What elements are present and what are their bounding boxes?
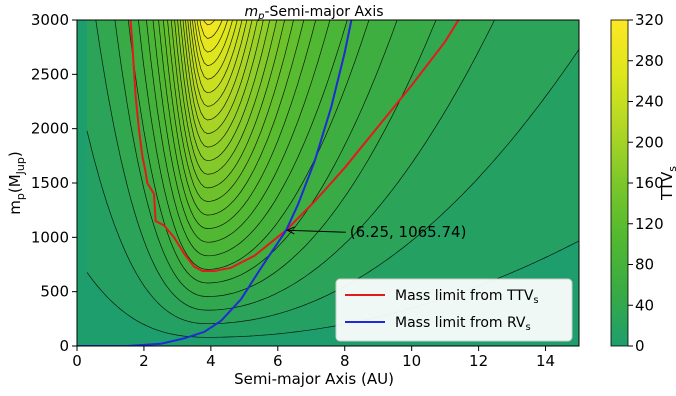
colorbar-tick-label: 40 [635, 296, 654, 314]
contour-band [199, 20, 223, 39]
x-tick-label: 0 [72, 352, 82, 370]
colorbar-tick-label: 0 [635, 337, 645, 355]
x-tick-label: 2 [139, 352, 149, 370]
contour-lines [86, 20, 579, 338]
colorbar: 0 40 80 120 160 200 240 280 320 TTVs [610, 11, 676, 355]
colorbar-tick-label: 120 [635, 215, 664, 233]
x-tick-label: 10 [402, 352, 421, 370]
annotation-text: (6.25, 1065.74) [350, 223, 467, 241]
x-tick-label: 8 [340, 352, 350, 370]
contour-level-line [162, 20, 305, 216]
series-lines [77, 20, 460, 346]
colorbar-tick-label: 280 [635, 52, 664, 70]
y-tick-label: 500 [40, 283, 69, 301]
y-axis-label: mp(MJup) [6, 151, 27, 214]
y-tick-label: 0 [59, 337, 69, 355]
annotation: (6.25, 1065.74) [286, 223, 467, 241]
chart-title: mp-Semi-major Axis [244, 4, 383, 22]
y-tick-label: 1500 [31, 174, 69, 192]
contour-level-line [158, 20, 317, 229]
colorbar-tick-label: 80 [635, 256, 654, 274]
contour-level-line [146, 20, 348, 257]
contour-level-line [152, 20, 331, 243]
colorbar-tick-label: 320 [635, 11, 664, 29]
contour-level-line [86, 49, 579, 325]
contour-level-line [138, 20, 370, 270]
colorbar-label: TTVs [658, 166, 676, 201]
contour-level-line [95, 20, 495, 311]
x-tick-label: 6 [273, 352, 283, 370]
legend-entry-rv: Mass limit from RVs [395, 315, 531, 333]
x-tick-label: 14 [536, 352, 555, 370]
series-line-0 [129, 20, 460, 272]
x-axis: 0 2 4 6 8 10 12 14 [72, 346, 555, 370]
x-axis-label: Semi-major Axis (AU) [234, 370, 394, 388]
y-tick-label: 2000 [31, 120, 69, 138]
legend: Mass limit from TTVs Mass limit from RVs [335, 278, 573, 342]
contour-level-line [114, 20, 437, 297]
x-tick-label: 12 [469, 352, 488, 370]
annotation-arrow-line [287, 229, 346, 233]
legend-entry-ttv: Mass limit from TTVs [395, 288, 539, 306]
annotation-arrow-head [286, 226, 295, 235]
contour-level-line [167, 20, 294, 202]
y-tick-label: 2500 [31, 65, 69, 83]
y-axis: 0 500 1000 1500 2000 2500 3000 [31, 11, 77, 355]
y-tick-label: 3000 [31, 11, 69, 29]
legend-box [335, 278, 573, 342]
y-tick-label: 1000 [31, 228, 69, 246]
x-tick-label: 4 [206, 352, 216, 370]
colorbar-tick-label: 240 [635, 93, 664, 111]
colorbar-ticks: 0 40 80 120 160 200 240 280 320 [628, 11, 664, 355]
colorbar-gradient [610, 19, 629, 347]
colorbar-tick-label: 160 [635, 174, 664, 192]
contour-level-line [127, 20, 398, 284]
contour-fills [87, 20, 579, 338]
colorbar-tick-label: 200 [635, 133, 664, 151]
series-line-1 [77, 20, 353, 346]
